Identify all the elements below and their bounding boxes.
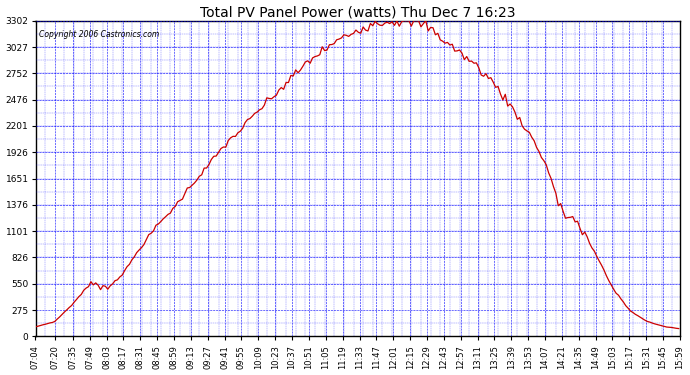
Text: Copyright 2006 Castronics.com: Copyright 2006 Castronics.com — [39, 30, 159, 39]
Title: Total PV Panel Power (watts) Thu Dec 7 16:23: Total PV Panel Power (watts) Thu Dec 7 1… — [200, 6, 515, 20]
